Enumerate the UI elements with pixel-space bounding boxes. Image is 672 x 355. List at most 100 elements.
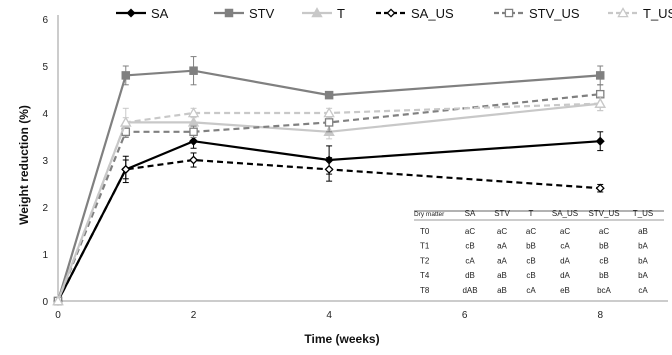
legend-marker: [311, 7, 323, 18]
table-cell: cA: [465, 256, 475, 265]
series-line: [57, 158, 601, 302]
legend-item-stv-us: STV_US: [494, 6, 580, 21]
series-stv: [53, 56, 605, 306]
table-cell: aA: [497, 256, 507, 265]
table-cell: aB: [497, 271, 507, 280]
table-cell: bcA: [597, 286, 611, 295]
table-header: Dry matter: [414, 211, 445, 218]
legend-label: T_US: [643, 6, 672, 21]
x-tick-label: 6: [462, 310, 468, 321]
table-cell: bB: [526, 242, 536, 251]
table-header: SA: [465, 209, 476, 218]
data-point: [323, 107, 335, 118]
table-cell: cA: [638, 286, 648, 295]
legend-label: STV_US: [529, 6, 580, 21]
table-cell: bA: [638, 271, 648, 280]
legend-label: STV: [249, 6, 275, 21]
legend-marker: [126, 8, 136, 18]
legend-item-stv: STV: [214, 6, 275, 21]
y-tick-label: 3: [42, 156, 48, 167]
table-cell: T1: [420, 242, 430, 251]
table-cell: dA: [560, 256, 570, 265]
data-point: [121, 164, 131, 174]
y-tick-label: 2: [42, 203, 48, 214]
table-cell: aB: [497, 286, 507, 295]
axes: Weight reduction (%) Time (weeks) 0 1 2 3 4 5…: [17, 15, 668, 346]
data-point: [324, 164, 334, 174]
y-tick-label: 5: [42, 62, 48, 73]
data-point: [121, 71, 131, 80]
table-header: STV_US: [588, 209, 619, 218]
x-tick-label: 0: [55, 310, 61, 321]
series-line: [56, 69, 601, 302]
table-cell: dAB: [462, 286, 477, 295]
y-tick-label: 1: [42, 250, 48, 261]
table-header: T: [529, 209, 534, 218]
x-tick-label: 8: [597, 310, 603, 321]
legend: SA STV T SA_US STV_US T_US: [116, 6, 672, 21]
data-point: [595, 183, 605, 193]
table-cell: aA: [497, 242, 507, 251]
table-header: STV: [494, 209, 510, 218]
table-cell: cB: [526, 271, 535, 280]
series-sa-us: [53, 152, 605, 306]
table-cell: dA: [560, 271, 570, 280]
data-point: [189, 66, 198, 75]
legend-label: T: [337, 6, 345, 21]
data-point: [189, 155, 199, 165]
legend-item-sa-us: SA_US: [376, 6, 454, 21]
x-tick-label: 2: [191, 310, 197, 321]
y-tick-label: 4: [42, 109, 48, 120]
data-point: [595, 71, 605, 80]
significance-table: Dry matter SA STV T SA_US STV_US T_US T0 aC aC aC a…: [414, 209, 664, 295]
table-cell: aB: [638, 227, 648, 236]
legend-label: SA_US: [411, 6, 454, 21]
x-axis-title: Time (weeks): [304, 332, 379, 346]
data-point: [324, 90, 334, 100]
table-cell: bB: [599, 242, 609, 251]
table-cell: T8: [420, 286, 430, 295]
table-cell: aC: [497, 227, 507, 236]
table-cell: dB: [465, 271, 475, 280]
table-header: SA_US: [552, 209, 578, 218]
table-cell: cB: [526, 256, 535, 265]
table-cell: T0: [420, 227, 430, 236]
table-cell: cB: [465, 242, 474, 251]
series-t-us: [52, 96, 606, 306]
legend-item-sa: SA: [116, 6, 169, 21]
y-axis-title: Weight reduction (%): [17, 105, 31, 225]
y-tick-label: 0: [42, 297, 48, 308]
data-point: [324, 118, 334, 127]
legend-marker: [224, 8, 234, 18]
data-point: [187, 107, 200, 118]
table-cell: cB: [599, 256, 608, 265]
table-cell: aC: [599, 227, 609, 236]
table-cell: aC: [560, 227, 570, 236]
data-point: [189, 136, 199, 146]
table-cell: bA: [638, 242, 648, 251]
x-tick-label: 4: [326, 310, 332, 321]
table-header: T_US: [633, 209, 653, 218]
legend-marker: [617, 7, 629, 18]
data-point: [120, 116, 132, 127]
table-cell: bB: [599, 271, 609, 280]
table-cell: T4: [420, 271, 430, 280]
series-line: [56, 102, 601, 302]
y-tick-label: 6: [42, 15, 48, 26]
table-cell: eB: [560, 286, 570, 295]
plot-area: [52, 56, 606, 306]
table-cell: bA: [638, 256, 648, 265]
table-cell: aC: [465, 227, 475, 236]
legend-label: SA: [151, 6, 169, 21]
table-cell: cA: [560, 242, 570, 251]
data-point: [595, 136, 605, 146]
table-cell: T2: [420, 256, 430, 265]
data-point: [52, 295, 64, 306]
legend-marker: [386, 8, 396, 18]
legend-item-t-us: T_US: [608, 6, 672, 21]
data-point: [594, 97, 606, 108]
table-cell: cA: [526, 286, 536, 295]
data-point: [189, 127, 198, 137]
